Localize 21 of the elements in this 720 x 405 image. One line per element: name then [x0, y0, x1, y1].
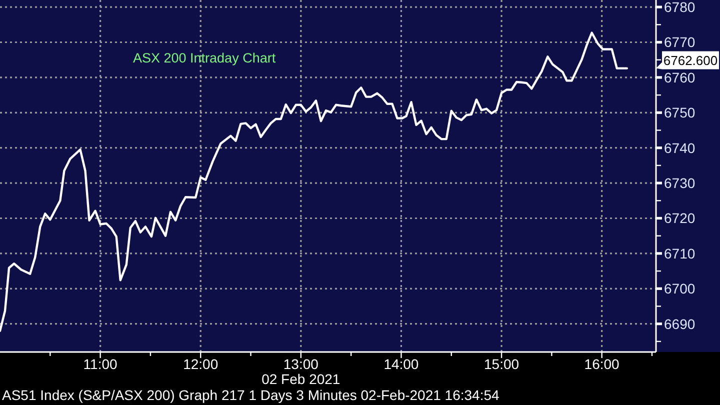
x-axis-title: 02 Feb 2021 — [262, 371, 340, 387]
text: AS51 Index (S&P/ASX 200) Graph 217 1 Days 3 Minutes 02-Feb-2021 16:34:54 — [2, 387, 500, 403]
y-tick-label: 6700 — [664, 280, 696, 297]
y-tick-label: 6710 — [664, 245, 696, 262]
y-tick-label: 6780 — [664, 0, 696, 16]
y-tick-label: 6720 — [664, 210, 696, 226]
y-tick-label: 6750 — [664, 104, 696, 121]
x-tick-label: 13:00 — [283, 356, 319, 372]
y-tick-label: 6770 — [664, 34, 696, 50]
y-tick-label: 6760 — [664, 69, 696, 86]
text: ASX 200 Intraday Chart — [133, 50, 276, 66]
y-tick-label: 6690 — [664, 316, 696, 332]
text: 6762.600 — [663, 52, 718, 68]
x-tick-label: 16:00 — [584, 356, 620, 372]
x-tick-label: 11:00 — [83, 356, 118, 372]
x-tick-label: 12:00 — [183, 356, 218, 372]
x-tick-label: 15:00 — [484, 356, 520, 372]
y-tick-label: 6730 — [664, 175, 696, 192]
line-series — [0, 32, 628, 332]
x-tick-label: 14:00 — [384, 356, 419, 372]
y-tick-label: 6740 — [664, 140, 696, 156]
